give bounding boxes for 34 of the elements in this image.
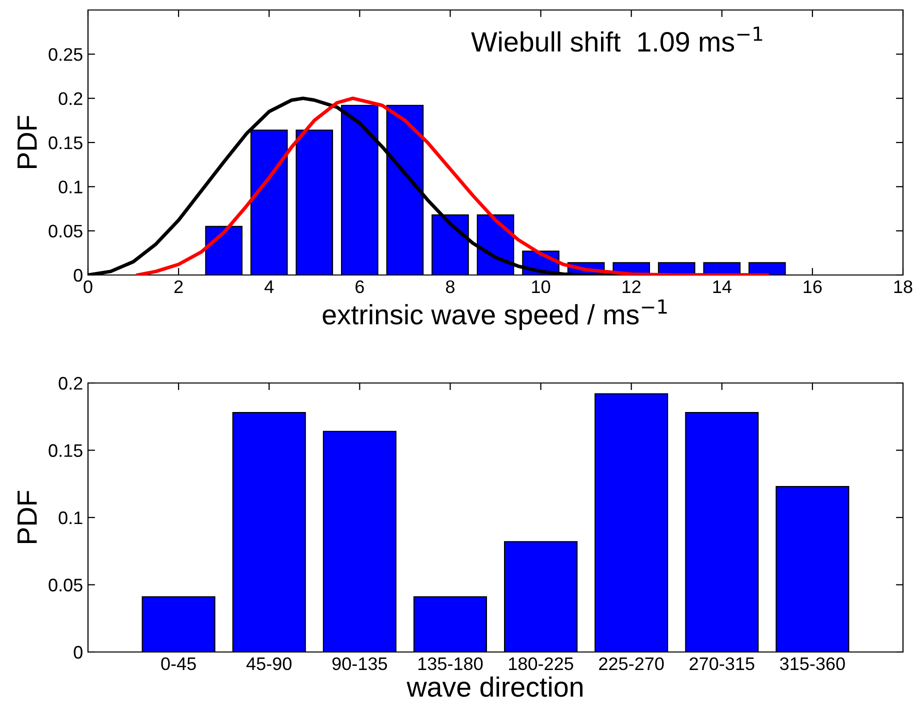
y-axis-title: PDF xyxy=(18,116,37,168)
y-tick-label: 0.05 xyxy=(48,224,82,238)
x-tick-label: 135-180 xyxy=(418,657,483,670)
y-tick-label: 0.15 xyxy=(48,444,82,457)
x-tick-label: 270-315 xyxy=(690,657,754,670)
x-axis-title: wave direction xyxy=(406,676,582,697)
x-tick-label: 180-225 xyxy=(509,657,574,670)
y-axis-title: PDF xyxy=(18,490,37,543)
x-tick-label: 18 xyxy=(894,280,912,294)
annotation: Wiebull shift 1.09 ms$^{−1}$ xyxy=(471,26,762,52)
y-tick-label: 0.1 xyxy=(58,511,82,524)
y-tick-label: 0.25 xyxy=(48,48,82,61)
x-tick-label: 2 xyxy=(174,280,183,293)
y-tick-label: 0.15 xyxy=(48,136,82,150)
x-tick-label: 315-360 xyxy=(780,657,845,670)
y-tick-label: 0.05 xyxy=(48,578,82,592)
y-tick-label: 0.2 xyxy=(58,92,82,106)
x-tick-label: 6 xyxy=(356,280,364,294)
x-tick-label: 90-135 xyxy=(332,657,388,670)
y-tick-label: 0 xyxy=(74,268,82,282)
x-tick-label: 0 xyxy=(84,280,92,294)
x-axis-title: extrinsic wave speed / ms$^{−1}$ xyxy=(322,299,667,330)
y-tick-label: 0.2 xyxy=(58,376,82,390)
x-tick-label: 225-270 xyxy=(599,657,664,670)
x-tick-label: 45-90 xyxy=(246,657,292,670)
x-tick-label: 12 xyxy=(622,280,640,293)
x-tick-label: 4 xyxy=(264,280,274,293)
x-tick-label: 8 xyxy=(446,280,454,294)
x-tick-label: 0-45 xyxy=(161,657,196,670)
y-tick-label: 0 xyxy=(74,646,82,659)
x-tick-label: 10 xyxy=(532,280,550,294)
x-tick-label: 14 xyxy=(713,280,732,293)
y-tick-label: 0.1 xyxy=(58,180,82,194)
x-tick-label: 16 xyxy=(804,280,822,294)
